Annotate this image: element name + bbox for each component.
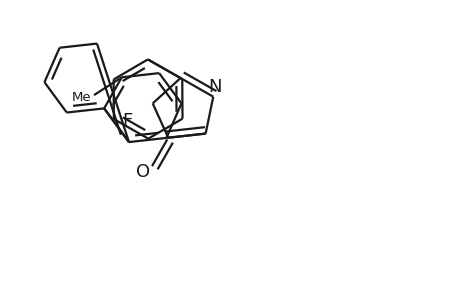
Text: N: N bbox=[208, 78, 222, 96]
Text: Me: Me bbox=[71, 91, 91, 103]
Text: O: O bbox=[136, 163, 150, 181]
Text: F: F bbox=[122, 112, 132, 130]
